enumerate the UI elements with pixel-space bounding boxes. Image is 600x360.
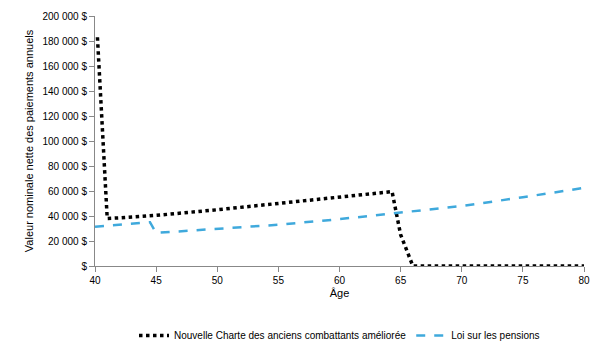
svg-text:20 000 $: 20 000 $ xyxy=(48,236,87,247)
svg-text:140 000 $: 140 000 $ xyxy=(43,86,88,97)
svg-text:70: 70 xyxy=(456,275,468,286)
svg-text:65: 65 xyxy=(395,275,407,286)
svg-text:160 000 $: 160 000 $ xyxy=(43,61,88,72)
svg-text:Nouvelle Charte des anciens co: Nouvelle Charte des anciens combattants … xyxy=(174,330,406,341)
svg-text:Âge: Âge xyxy=(330,287,350,299)
svg-text:$: $ xyxy=(81,261,87,272)
svg-text:Valeur nominale nette des paie: Valeur nominale nette des paiements annu… xyxy=(23,29,35,252)
svg-text:200 000 $: 200 000 $ xyxy=(43,11,88,22)
svg-text:80 000 $: 80 000 $ xyxy=(48,161,87,172)
svg-text:40: 40 xyxy=(89,275,101,286)
svg-text:180 000 $: 180 000 $ xyxy=(43,36,88,47)
svg-text:50: 50 xyxy=(212,275,224,286)
svg-text:Loi sur les pensions: Loi sur les pensions xyxy=(451,330,539,341)
svg-text:60 000 $: 60 000 $ xyxy=(48,186,87,197)
svg-text:45: 45 xyxy=(151,275,163,286)
svg-text:80: 80 xyxy=(578,275,590,286)
svg-text:120 000 $: 120 000 $ xyxy=(43,111,88,122)
svg-text:55: 55 xyxy=(273,275,285,286)
svg-text:100 000 $: 100 000 $ xyxy=(43,136,88,147)
svg-text:60: 60 xyxy=(334,275,346,286)
svg-text:75: 75 xyxy=(517,275,529,286)
svg-text:40 000 $: 40 000 $ xyxy=(48,211,87,222)
